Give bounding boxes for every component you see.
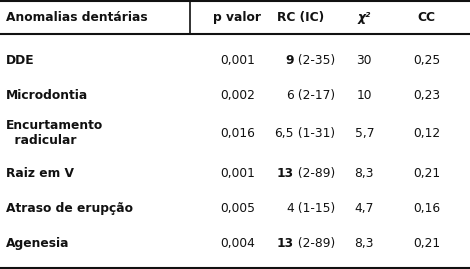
Text: 10: 10 [357, 89, 372, 102]
Text: (1-15): (1-15) [294, 202, 335, 215]
Text: 13: 13 [277, 237, 294, 250]
Text: RC (IC): RC (IC) [277, 11, 324, 24]
Text: 13: 13 [277, 167, 294, 180]
Text: 0,016: 0,016 [220, 127, 255, 140]
Text: 9: 9 [285, 54, 294, 67]
Text: 4: 4 [286, 202, 294, 215]
Text: 0,001: 0,001 [220, 54, 255, 67]
Text: Microdontia: Microdontia [6, 89, 88, 102]
Text: 4,7: 4,7 [354, 202, 374, 215]
Text: 0,23: 0,23 [413, 89, 440, 102]
Text: (2-35): (2-35) [294, 54, 335, 67]
Text: 0,21: 0,21 [413, 167, 440, 180]
Text: (2-17): (2-17) [294, 89, 335, 102]
Text: Encurtamento
  radicular: Encurtamento radicular [6, 119, 103, 147]
Text: 8,3: 8,3 [354, 237, 374, 250]
Text: (2-89): (2-89) [294, 167, 335, 180]
Text: 0,16: 0,16 [413, 202, 440, 215]
Text: p valor: p valor [213, 11, 261, 24]
Text: Agenesia: Agenesia [6, 237, 69, 250]
Text: CC: CC [418, 11, 436, 24]
Text: 0,12: 0,12 [413, 127, 440, 140]
Text: 6: 6 [286, 89, 294, 102]
Text: Raiz em V: Raiz em V [6, 167, 74, 180]
Text: Anomalias dentárias: Anomalias dentárias [6, 11, 147, 24]
Text: 0,25: 0,25 [413, 54, 440, 67]
Text: 5,7: 5,7 [354, 127, 374, 140]
Text: 30: 30 [357, 54, 372, 67]
Text: χ²: χ² [358, 11, 371, 24]
Text: 0,004: 0,004 [220, 237, 255, 250]
Text: 6,5: 6,5 [274, 127, 294, 140]
Text: Atraso de erupção: Atraso de erupção [6, 202, 133, 215]
Text: 0,21: 0,21 [413, 237, 440, 250]
Text: 8,3: 8,3 [354, 167, 374, 180]
Text: 0,005: 0,005 [220, 202, 255, 215]
Text: DDE: DDE [6, 54, 34, 67]
Text: (1-31): (1-31) [294, 127, 335, 140]
Text: (2-89): (2-89) [294, 237, 335, 250]
Text: 0,001: 0,001 [220, 167, 255, 180]
Text: 0,002: 0,002 [220, 89, 255, 102]
